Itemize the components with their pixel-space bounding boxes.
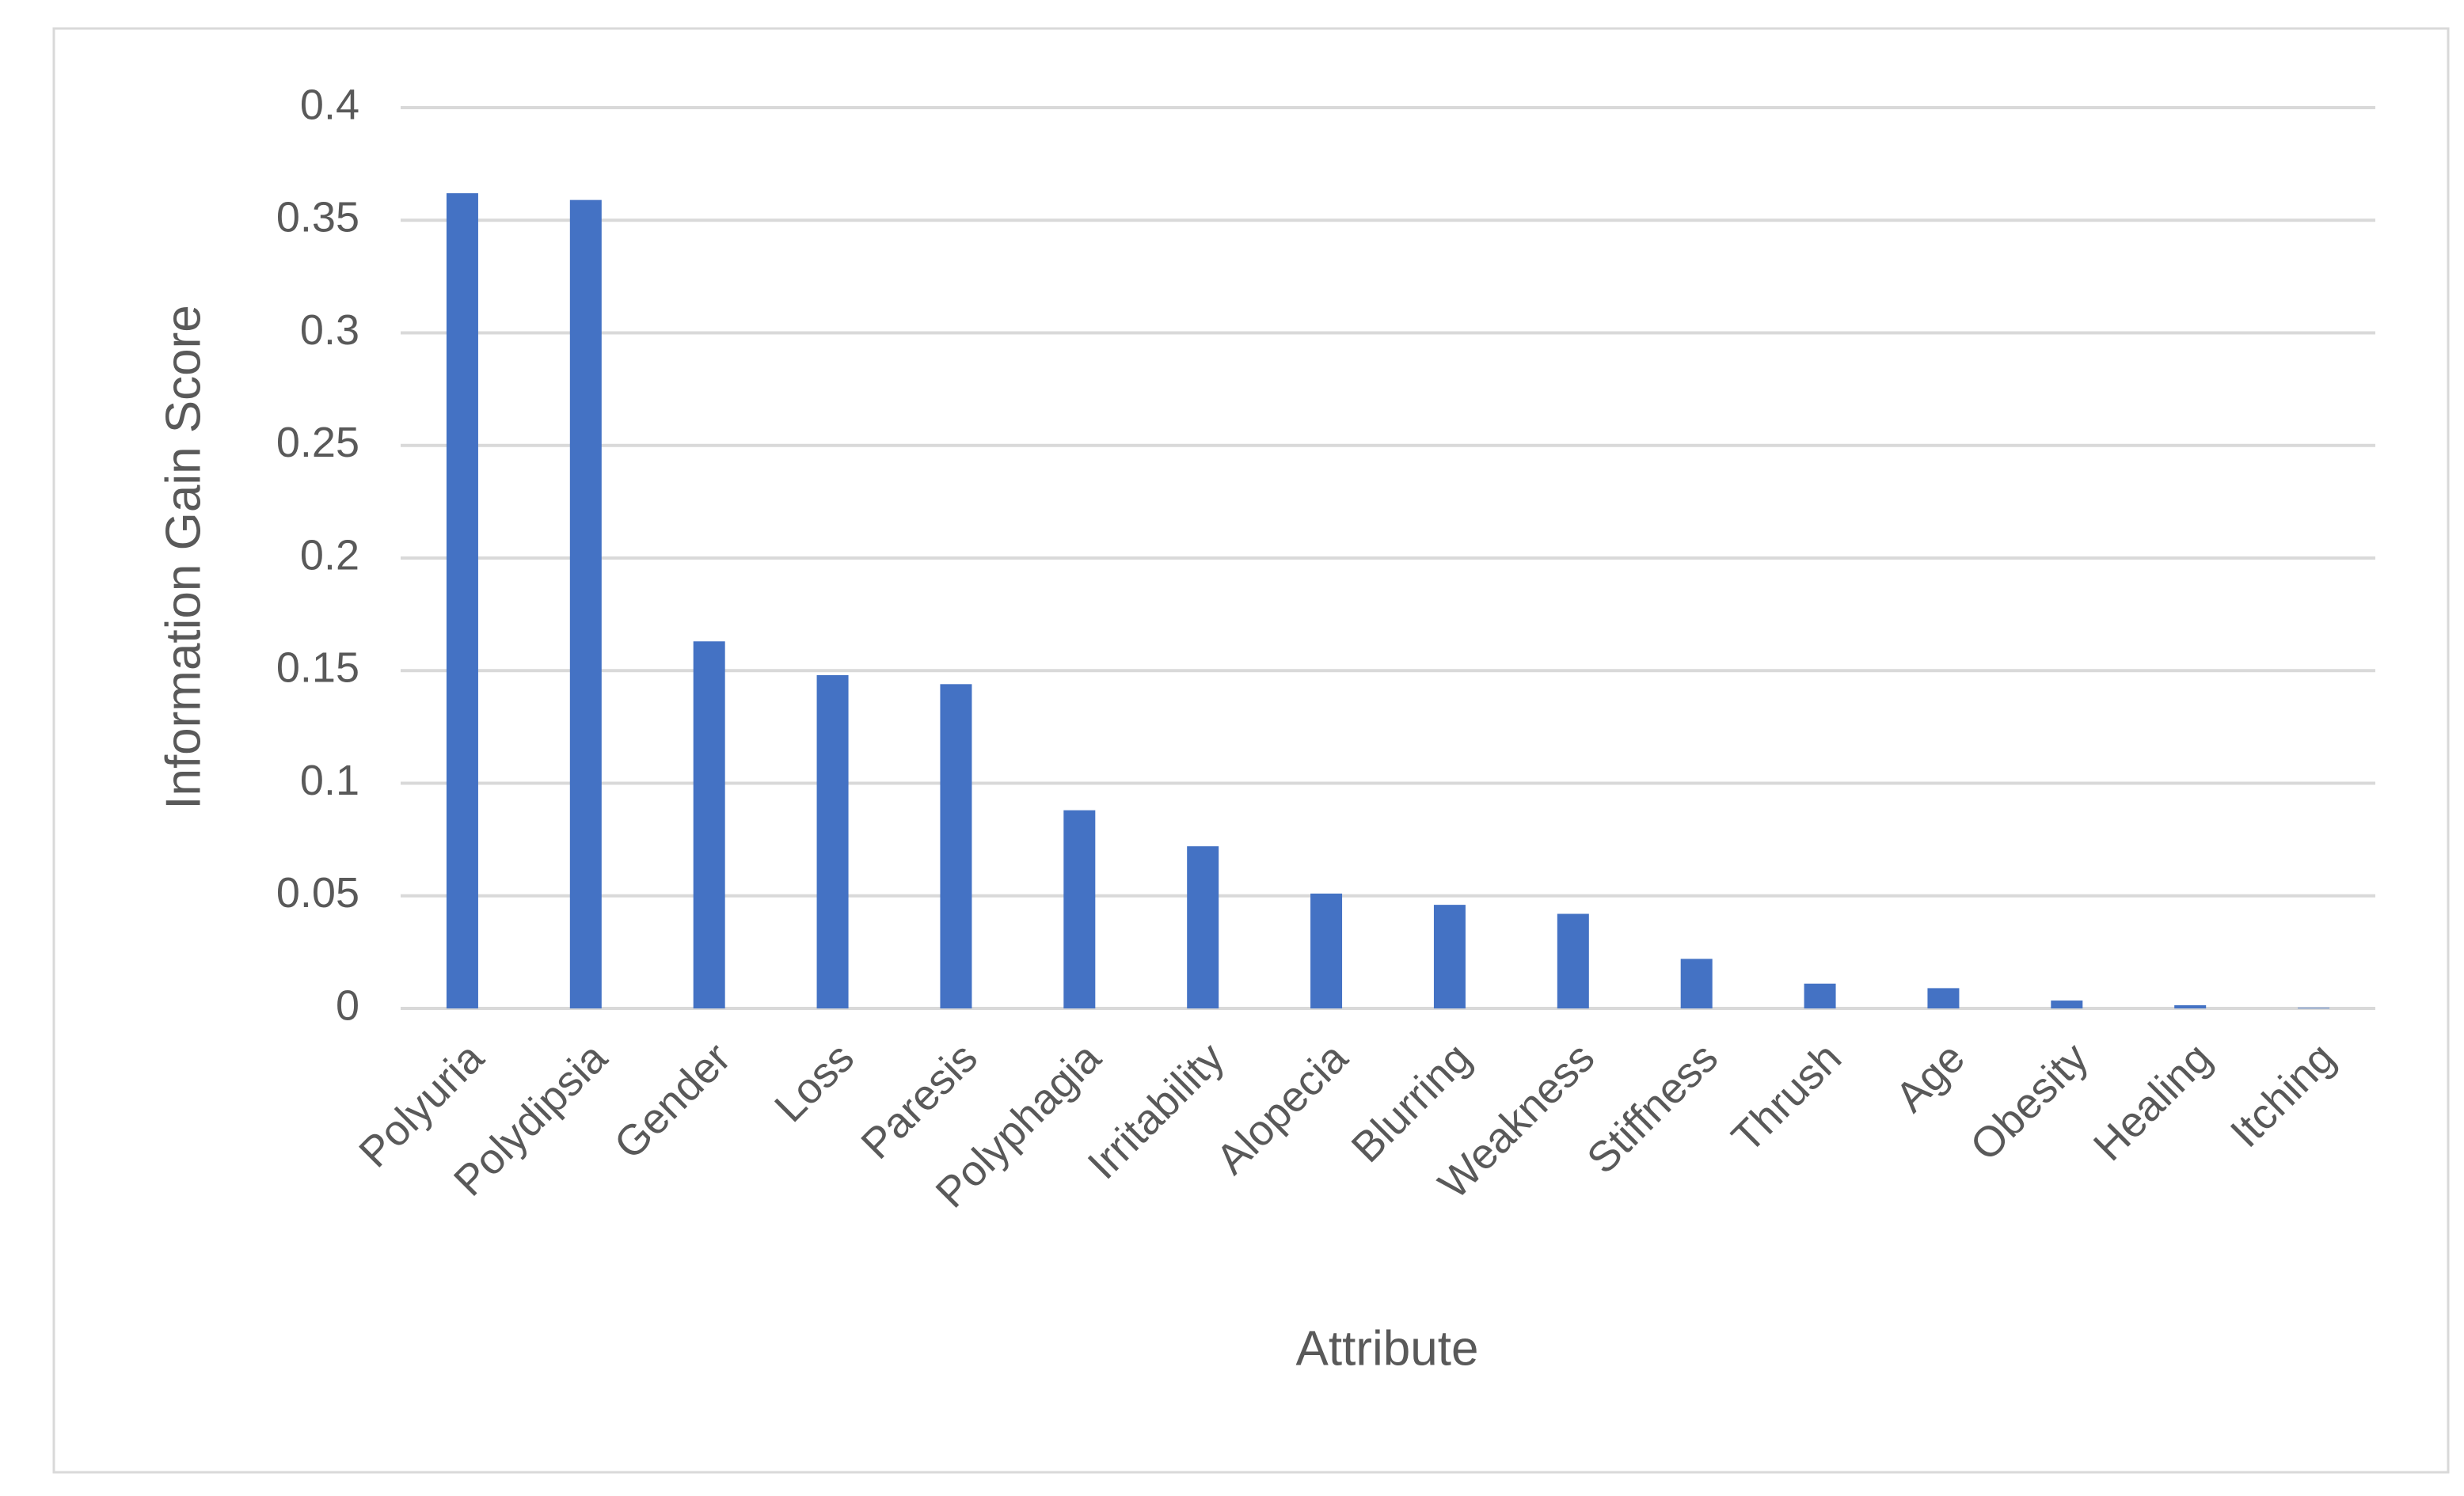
bar [569, 199, 602, 1008]
y-tick-label: 0.15 [276, 644, 359, 692]
y-tick-label: 0 [336, 982, 359, 1029]
bar [446, 193, 478, 1009]
bar [693, 641, 725, 1008]
bar [1680, 959, 1713, 1008]
y-tick-label: 0.35 [276, 194, 359, 241]
bar [1063, 810, 1096, 1008]
bar [940, 684, 972, 1008]
x-axis-title: Attribute [1296, 1321, 1479, 1376]
bar [1927, 988, 1960, 1008]
bar [2174, 1005, 2207, 1008]
bar [1433, 905, 1466, 1008]
bar [1804, 983, 1836, 1008]
y-tick-label: 0.1 [300, 757, 359, 804]
bar [816, 674, 849, 1008]
bar [1557, 913, 1589, 1008]
y-tick-label: 0.05 [276, 869, 359, 917]
y-tick-label: 0.2 [300, 531, 359, 579]
y-tick-label: 0.3 [300, 306, 359, 354]
y-axis-title: Information Gain Score [156, 305, 211, 810]
y-tick-label: 0.25 [276, 419, 359, 466]
bar [2051, 1000, 2083, 1008]
y-tick-label: 0.4 [300, 81, 359, 128]
bar [1187, 846, 1219, 1008]
chart-border [52, 27, 2450, 1474]
bar [1310, 893, 1343, 1008]
